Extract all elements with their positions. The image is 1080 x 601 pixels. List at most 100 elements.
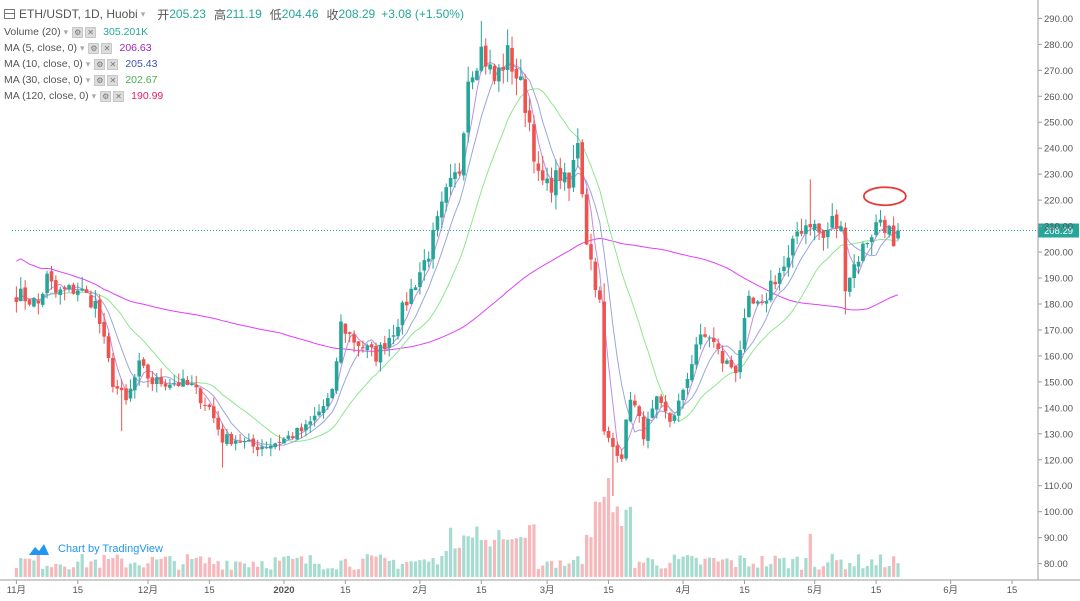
candle-body xyxy=(593,261,598,291)
candle-body xyxy=(843,227,848,292)
candle-body xyxy=(576,142,580,159)
indicator-row[interactable]: MA (120, close, 0) ▾ ⚙ ✕ 190.99 xyxy=(4,88,464,104)
volume-bar xyxy=(694,557,698,577)
candle-body xyxy=(554,170,558,196)
settings-icon[interactable]: ⚙ xyxy=(72,26,84,38)
volume-bar xyxy=(321,569,326,577)
candle-body xyxy=(887,226,892,235)
candle-body xyxy=(409,288,413,304)
volume-bar xyxy=(462,535,466,577)
collapse-icon[interactable] xyxy=(4,9,15,19)
candle-body xyxy=(716,343,720,350)
chevron-down-icon[interactable]: ▾ xyxy=(79,42,85,53)
candle-body xyxy=(786,257,791,268)
candle-body xyxy=(856,261,861,267)
volume-bar xyxy=(203,563,207,577)
close-icon[interactable]: ✕ xyxy=(107,74,119,86)
volume-bar xyxy=(190,559,194,577)
volume-bar xyxy=(84,567,89,577)
volume-bar xyxy=(409,561,413,577)
volume-bar xyxy=(532,524,536,577)
settings-icon[interactable]: ⚙ xyxy=(88,42,100,54)
chevron-down-icon[interactable]: ▾ xyxy=(140,8,146,19)
close-icon[interactable]: ✕ xyxy=(113,90,125,102)
volume-bar xyxy=(545,561,549,577)
volume-bar xyxy=(712,558,716,577)
candle-body xyxy=(527,110,532,123)
close-icon[interactable]: ✕ xyxy=(107,58,119,70)
volume-bar xyxy=(106,558,111,577)
candle-body xyxy=(75,290,80,295)
time-tick-label: 15 xyxy=(739,585,750,596)
candle-body xyxy=(492,65,497,81)
settings-icon[interactable]: ⚙ xyxy=(100,90,112,102)
candle-body xyxy=(505,45,510,70)
volume-bar xyxy=(835,560,839,577)
volume-bar xyxy=(63,566,67,577)
volume-bar xyxy=(642,562,646,577)
volume-bar xyxy=(795,556,799,577)
candle-body xyxy=(615,445,620,456)
chevron-down-icon[interactable]: ▾ xyxy=(85,58,91,69)
candle-body xyxy=(159,377,163,385)
candle-body xyxy=(497,67,501,82)
candle-body xyxy=(685,378,690,388)
candle-body xyxy=(18,288,23,302)
volume-bar xyxy=(137,565,141,577)
volume-bar xyxy=(435,564,440,577)
indicator-row[interactable]: Volume (20) ▾ ⚙ ✕ 305.201K xyxy=(4,24,464,40)
volume-bar xyxy=(405,562,409,577)
ma10-line xyxy=(15,63,899,446)
volume-bar xyxy=(813,566,817,577)
volume-bar xyxy=(238,561,242,577)
chevron-down-icon[interactable]: ▾ xyxy=(91,90,97,101)
candle-body xyxy=(580,142,585,195)
volume-bar xyxy=(466,536,470,577)
volume-bar xyxy=(549,561,554,577)
candle-body xyxy=(703,334,707,337)
candle-body xyxy=(404,301,409,306)
symbol-title[interactable]: ETH/USDT, 1D, Huobi xyxy=(19,7,138,21)
volume-bar xyxy=(313,563,317,577)
settings-icon[interactable]: ⚙ xyxy=(94,74,106,86)
candle-body xyxy=(290,436,295,438)
volume-bar xyxy=(207,557,211,577)
candle-body xyxy=(102,321,106,337)
last-price-tag xyxy=(1038,223,1079,238)
candle-body xyxy=(133,377,137,391)
price-tick-label: 110.00 xyxy=(1044,481,1072,492)
volume-bar xyxy=(378,554,383,577)
candle-body xyxy=(549,177,554,193)
volume-bar xyxy=(536,568,540,577)
close-icon[interactable]: ✕ xyxy=(85,26,97,38)
chevron-down-icon[interactable]: ▾ xyxy=(85,74,91,85)
volume-bar xyxy=(427,561,431,577)
indicator-value: 202.67 xyxy=(125,74,158,86)
candle-body xyxy=(347,332,352,334)
volume-bar xyxy=(256,566,260,577)
volume-bar xyxy=(611,512,615,577)
ma120-series-line xyxy=(16,237,899,352)
volume-bar xyxy=(624,509,628,577)
candle-body xyxy=(45,273,49,294)
low-label: 低 xyxy=(269,7,282,22)
time-tick-label: 15 xyxy=(476,585,487,596)
volume-bar xyxy=(102,554,106,577)
ma5-line xyxy=(15,61,899,451)
ma10-series-line xyxy=(15,63,899,446)
indicator-row[interactable]: MA (30, close, 0) ▾ ⚙ ✕ 202.67 xyxy=(4,72,464,88)
tradingview-branding[interactable]: Chart by TradingView xyxy=(28,542,163,556)
indicator-row[interactable]: MA (10, close, 0) ▾ ⚙ ✕ 205.43 xyxy=(4,56,464,72)
close-icon[interactable]: ✕ xyxy=(101,42,113,54)
volume-bar xyxy=(457,547,461,577)
indicator-row[interactable]: MA (5, close, 0) ▾ ⚙ ✕ 206.63 xyxy=(4,40,464,56)
candle-body xyxy=(387,337,392,348)
settings-icon[interactable]: ⚙ xyxy=(94,58,106,70)
candle-body xyxy=(571,159,576,188)
candle-body xyxy=(782,266,786,271)
candle-body xyxy=(694,344,699,365)
indicator-label: MA (120, close, 0) xyxy=(4,90,89,102)
volume-bar xyxy=(234,561,238,577)
chevron-down-icon[interactable]: ▾ xyxy=(63,26,69,37)
